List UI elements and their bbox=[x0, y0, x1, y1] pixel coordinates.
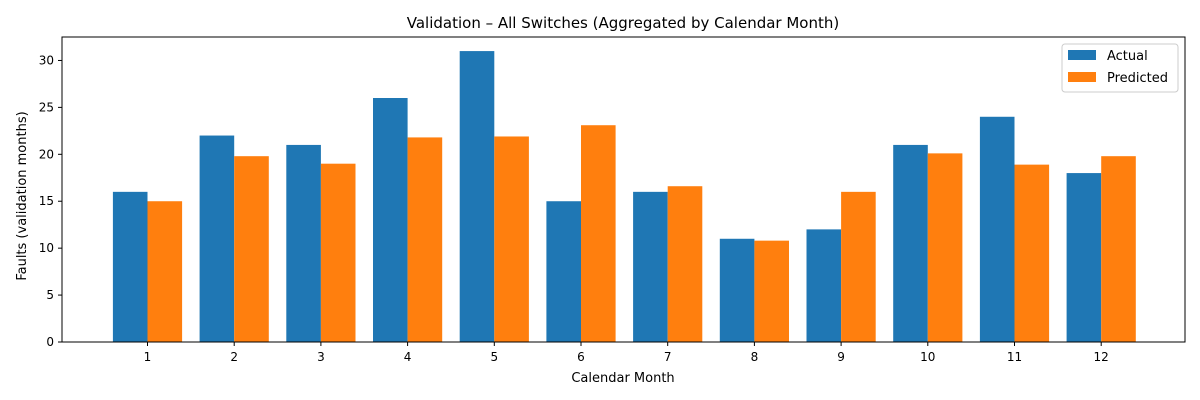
y-tick-label: 30 bbox=[39, 53, 54, 67]
x-tick-label: 2 bbox=[230, 350, 238, 364]
y-tick-label: 0 bbox=[46, 335, 54, 349]
bar-predicted-3 bbox=[320, 163, 356, 342]
y-tick-label: 25 bbox=[39, 100, 54, 114]
legend: Actual Predicted bbox=[1061, 43, 1179, 93]
bar-predicted-5 bbox=[494, 136, 529, 342]
x-tick-label: 7 bbox=[664, 350, 672, 364]
x-axis-label: Calendar Month bbox=[571, 371, 674, 386]
bar-actual-4 bbox=[373, 98, 408, 342]
bar-actual-10 bbox=[893, 144, 928, 342]
x-tick-label: 11 bbox=[1007, 350, 1022, 364]
legend-swatch-actual bbox=[1068, 50, 1096, 60]
y-tick-label: 10 bbox=[39, 241, 54, 255]
bar-actual-7 bbox=[633, 191, 668, 342]
y-tick-label: 5 bbox=[46, 288, 54, 302]
bar-actual-9 bbox=[806, 229, 842, 342]
bar-actual-1 bbox=[112, 191, 148, 342]
bar-predicted-2 bbox=[234, 156, 269, 342]
bar-actual-6 bbox=[546, 201, 581, 342]
bar-actual-5 bbox=[459, 51, 495, 342]
bar-actual-12 bbox=[1066, 173, 1102, 342]
bar-actual-3 bbox=[286, 144, 321, 342]
bar-actual-8 bbox=[719, 238, 755, 342]
x-ticks-group: 1 2 3 4 5 6 7 8 9 10 11 12 bbox=[144, 342, 1109, 364]
x-tick-label: 1 bbox=[144, 350, 152, 364]
plot-frame bbox=[61, 36, 1186, 343]
legend-label-actual: Actual bbox=[1107, 49, 1148, 64]
y-axis-label: Faults (validation months) bbox=[15, 111, 30, 280]
y-tick-label: 20 bbox=[39, 147, 54, 161]
x-tick-label: 12 bbox=[1094, 350, 1109, 364]
bar-predicted-9 bbox=[841, 191, 876, 342]
bar-predicted-10 bbox=[927, 153, 963, 342]
bar-actual-11 bbox=[979, 116, 1015, 343]
bar-predicted-1 bbox=[147, 201, 183, 342]
x-tick-label: 9 bbox=[837, 350, 845, 364]
bars-group bbox=[112, 51, 1136, 343]
x-tick-label: 3 bbox=[317, 350, 325, 364]
legend-swatch-predicted bbox=[1068, 72, 1096, 82]
bar-predicted-7 bbox=[667, 186, 703, 342]
x-tick-label: 4 bbox=[404, 350, 412, 364]
bar-predicted-11 bbox=[1014, 164, 1050, 342]
x-tick-label: 5 bbox=[490, 350, 498, 364]
y-tick-label: 15 bbox=[39, 194, 54, 208]
y-ticks-group: 0 5 10 15 20 25 30 bbox=[39, 53, 62, 349]
x-tick-label: 8 bbox=[751, 350, 759, 364]
bar-predicted-6 bbox=[581, 125, 616, 342]
x-tick-label: 6 bbox=[577, 350, 585, 364]
bar-predicted-12 bbox=[1101, 156, 1136, 342]
legend-label-predicted: Predicted bbox=[1107, 71, 1168, 86]
bar-predicted-4 bbox=[407, 137, 443, 342]
x-tick-label: 10 bbox=[920, 350, 935, 364]
chart-title: Validation – All Switches (Aggregated by… bbox=[407, 14, 839, 32]
bar-predicted-8 bbox=[754, 240, 789, 342]
bar-actual-2 bbox=[199, 135, 235, 342]
